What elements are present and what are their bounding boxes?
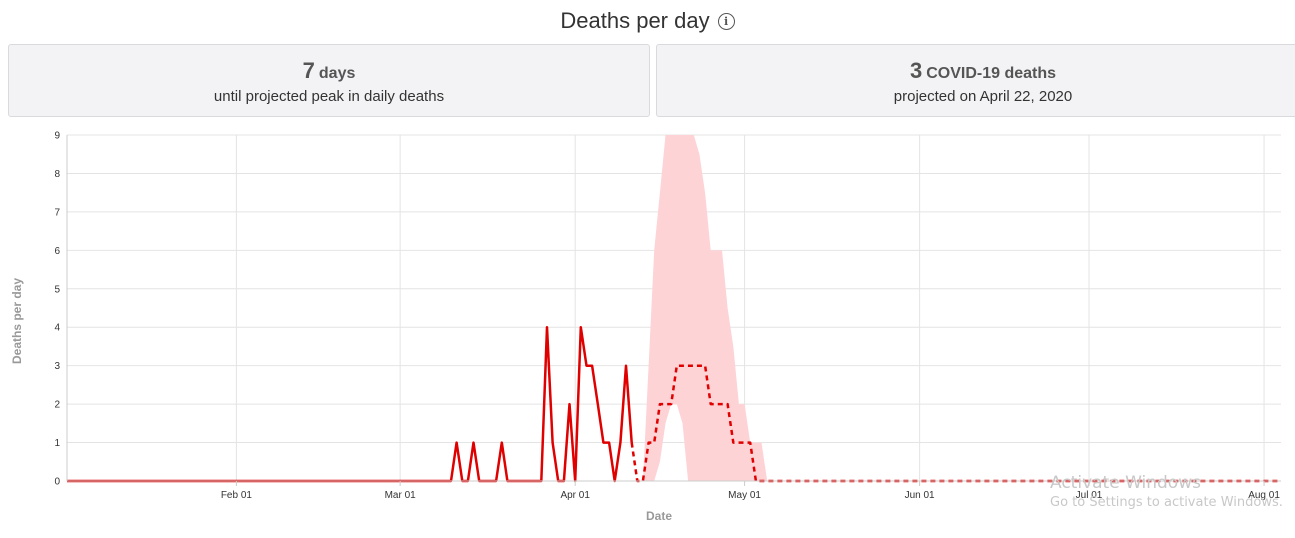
uncertainty-band bbox=[642, 135, 768, 481]
y-tick-label: 1 bbox=[54, 438, 60, 449]
peak-days-headline: 7 days bbox=[9, 58, 649, 84]
chart-title: Deaths per day bbox=[560, 8, 710, 33]
projected-deaths-card: 3 COVID-19 deaths projected on April 22, … bbox=[656, 44, 1295, 117]
watermark-line-2: Go to Settings to activate Windows. bbox=[1050, 495, 1283, 510]
x-tick-label: May 01 bbox=[728, 490, 761, 501]
projected-deaths-line bbox=[630, 364, 1281, 483]
peak-days-card: 7 days until projected peak in daily deat… bbox=[8, 44, 650, 117]
x-tick-label: Jun 01 bbox=[905, 490, 935, 501]
watermark-line-1: Activate Windows bbox=[1050, 473, 1201, 493]
x-tick-label: Aug 01 bbox=[1248, 490, 1280, 501]
y-tick-label: 5 bbox=[54, 284, 60, 295]
projected-deaths-number: 3 bbox=[909, 58, 923, 83]
x-axis-title: Date bbox=[646, 509, 672, 523]
x-tick-label: Mar 01 bbox=[385, 490, 417, 501]
axes: 0 1 2 3 4 5 6 7 8 9 Feb 01 Mar 01 Apr 01 May 01 Jun 01… bbox=[54, 131, 1281, 501]
y-tick-label: 0 bbox=[54, 477, 60, 488]
y-tick-label: 8 bbox=[54, 169, 60, 180]
projected-deaths-headline: 3 COVID-19 deaths bbox=[657, 58, 1295, 84]
x-tick-label: Jul 01 bbox=[1076, 490, 1103, 501]
summary-cards: 7 days until projected peak in daily deat… bbox=[8, 44, 1295, 117]
chart-header: Deaths per day i bbox=[0, 6, 1295, 36]
axis-labels: Date Deaths per day bbox=[10, 278, 672, 523]
y-tick-label: 2 bbox=[54, 400, 60, 411]
x-tick-label: Apr 01 bbox=[560, 490, 590, 501]
deaths-chart: 0 1 2 3 4 5 6 7 8 9 Feb 01 Mar 01 Apr 01 May 01 Jun 01… bbox=[10, 131, 1281, 523]
y-tick-label: 7 bbox=[54, 207, 60, 218]
y-axis-title: Deaths per day bbox=[10, 278, 24, 364]
x-tick-label: Feb 01 bbox=[221, 490, 253, 501]
info-circle-icon[interactable]: i bbox=[717, 12, 735, 30]
peak-days-number: 7 bbox=[302, 58, 315, 83]
projection-band bbox=[642, 135, 768, 481]
peak-days-caption: until projected peak in daily deaths bbox=[213, 88, 445, 105]
projected-deaths-caption: projected on April 22, 2020 bbox=[893, 88, 1073, 105]
y-tick-label: 9 bbox=[54, 131, 60, 142]
y-tick-label: 6 bbox=[54, 246, 60, 257]
projected-deaths-unit: COVID-19 deaths bbox=[926, 65, 1057, 82]
y-tick-label: 3 bbox=[54, 361, 60, 372]
y-tick-label: 4 bbox=[54, 323, 60, 334]
peak-days-unit: days bbox=[318, 65, 356, 82]
windows-watermark: Activate Windows Go to Settings to activ… bbox=[1050, 473, 1283, 510]
